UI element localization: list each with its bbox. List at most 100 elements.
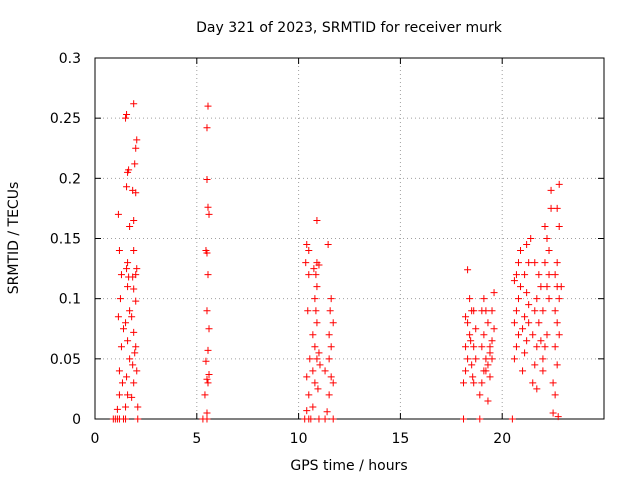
data-point <box>124 283 132 291</box>
data-point <box>521 313 529 321</box>
data-point <box>553 361 561 369</box>
data-point <box>486 373 494 381</box>
data-point <box>130 100 138 108</box>
data-point <box>321 415 329 423</box>
data-point <box>533 343 541 351</box>
x-tick-label: 10 <box>290 431 308 447</box>
data-point <box>325 391 333 399</box>
data-point <box>315 415 323 423</box>
data-point <box>311 343 319 351</box>
data-point <box>115 367 123 375</box>
chart-title: Day 321 of 2023, SRMTID for receiver mur… <box>196 20 503 36</box>
data-point <box>203 415 211 423</box>
data-point <box>554 413 562 421</box>
data-point <box>539 367 547 375</box>
data-point <box>324 241 332 249</box>
data-point <box>541 222 549 230</box>
data-point <box>134 403 142 411</box>
data-point <box>490 289 498 297</box>
data-point <box>118 379 126 387</box>
y-tick-label: 0.1 <box>59 292 81 308</box>
data-point <box>545 247 553 255</box>
data-point <box>134 415 142 423</box>
data-point <box>541 259 549 267</box>
data-point <box>205 210 213 218</box>
data-point <box>116 295 124 303</box>
data-point <box>551 271 559 279</box>
data-point <box>327 343 335 351</box>
data-point <box>514 295 522 303</box>
data-point <box>305 391 313 399</box>
data-point <box>547 204 555 212</box>
data-point <box>460 379 468 387</box>
x-tick-label: 15 <box>391 431 409 447</box>
data-point <box>126 222 134 230</box>
data-point <box>490 325 498 333</box>
data-point <box>549 379 557 387</box>
data-point <box>462 367 470 375</box>
data-point <box>555 222 563 230</box>
data-point <box>523 337 531 345</box>
data-point <box>466 295 474 303</box>
data-point <box>307 415 315 423</box>
data-point <box>129 361 137 369</box>
data-point <box>551 391 559 399</box>
data-point <box>510 277 518 285</box>
data-point <box>203 176 211 184</box>
data-point <box>305 271 313 279</box>
data-point <box>535 319 543 327</box>
data-point <box>533 295 541 303</box>
data-point <box>315 261 323 269</box>
data-point <box>488 337 496 345</box>
data-point <box>488 307 496 315</box>
data-point <box>525 301 533 309</box>
data-point <box>553 259 561 267</box>
data-point <box>126 355 134 363</box>
data-point <box>325 355 333 363</box>
data-point <box>543 331 551 339</box>
y-tick-label: 0.15 <box>50 232 81 248</box>
data-point <box>488 355 496 363</box>
data-point <box>545 295 553 303</box>
data-point <box>123 373 131 381</box>
data-point <box>312 307 320 315</box>
data-point <box>311 295 319 303</box>
data-point <box>470 307 478 315</box>
data-point <box>484 361 492 369</box>
data-point <box>203 375 211 383</box>
data-point <box>539 355 547 363</box>
data-point <box>201 391 209 399</box>
data-point <box>555 180 563 188</box>
data-point <box>557 283 565 291</box>
data-point <box>525 319 533 327</box>
data-point <box>543 235 551 242</box>
data-point <box>313 319 321 327</box>
data-point <box>549 409 557 417</box>
data-point <box>313 355 321 363</box>
data-point <box>484 319 492 327</box>
data-point <box>128 393 136 401</box>
data-point <box>460 415 468 423</box>
data-point <box>539 307 547 315</box>
data-point <box>468 361 476 369</box>
data-point <box>205 325 213 333</box>
data-point <box>204 346 212 354</box>
data-point <box>466 331 474 339</box>
data-point <box>535 271 543 279</box>
data-point <box>512 307 520 315</box>
data-point <box>120 325 128 333</box>
data-point <box>303 407 311 415</box>
data-point <box>123 183 131 191</box>
y-tick-label: 0.25 <box>50 111 81 127</box>
data-point <box>531 259 539 267</box>
data-point <box>551 343 559 351</box>
data-point <box>327 295 335 303</box>
data-point <box>464 266 472 274</box>
data-point <box>202 357 210 365</box>
data-point <box>325 331 333 339</box>
data-point <box>478 343 486 351</box>
data-points <box>109 100 565 423</box>
data-point <box>478 379 486 387</box>
data-point <box>124 337 132 345</box>
